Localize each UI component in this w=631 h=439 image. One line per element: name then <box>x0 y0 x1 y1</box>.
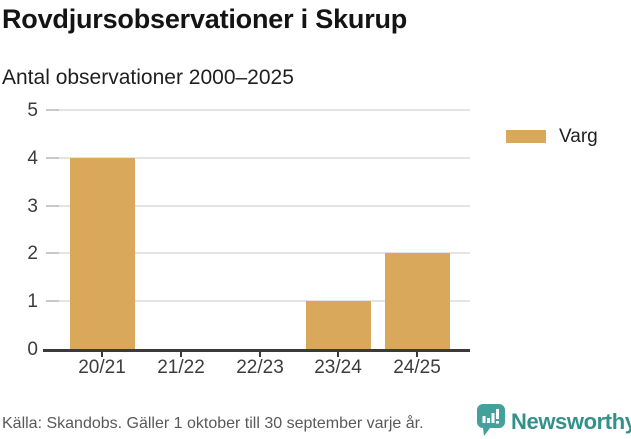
y-tick-label: 4 <box>27 148 38 169</box>
x-tick-21-22 <box>180 352 182 357</box>
x-tick-label: 23/24 <box>314 357 362 378</box>
chart-subtitle: Antal observationer 2000–2025 <box>2 66 294 89</box>
gridline-y2 <box>46 252 470 254</box>
bar-20-21 <box>70 158 135 349</box>
legend-label-varg: Varg <box>559 126 598 147</box>
speech-bubble-bar-chart-icon <box>477 404 505 439</box>
x-tick-label: 21/22 <box>157 357 205 378</box>
chart-title: Rovdjursobservationer i Skurup <box>2 4 408 34</box>
gridline-y5 <box>46 109 470 111</box>
y-tick-label: 3 <box>27 196 38 217</box>
y-tick-label: 1 <box>27 291 38 312</box>
source-note: Källa: Skandobs. Gäller 1 oktober till 3… <box>2 415 424 432</box>
y-tick-y1 <box>46 300 59 302</box>
newsworthy-logo-link[interactable]: Newsworthy <box>477 403 631 439</box>
gridline-y3 <box>46 205 470 207</box>
y-tick-label: 2 <box>27 243 38 264</box>
x-tick-23-24 <box>337 352 339 357</box>
y-tick-y4 <box>46 157 59 159</box>
gridline-y1 <box>46 300 470 302</box>
bar-23-24 <box>306 301 371 349</box>
legend-swatch-varg <box>506 130 546 143</box>
x-tick-label: 22/23 <box>236 357 284 378</box>
y-tick-y2 <box>46 252 59 254</box>
x-tick-20-21 <box>101 352 103 357</box>
x-tick-22-23 <box>259 352 261 357</box>
y-tick-label: 0 <box>27 339 38 360</box>
newsworthy-wordmark: Newsworthy <box>511 409 631 434</box>
x-tick-label: 20/21 <box>78 357 126 378</box>
x-tick-label: 24/25 <box>393 357 441 378</box>
bar-24-25 <box>385 253 450 349</box>
gridline-y4 <box>46 157 470 159</box>
y-tick-y5 <box>46 109 59 111</box>
x-tick-24-25 <box>416 352 418 357</box>
y-tick-y3 <box>46 205 59 207</box>
x-axis-line <box>43 349 470 352</box>
y-tick-label: 5 <box>27 100 38 121</box>
